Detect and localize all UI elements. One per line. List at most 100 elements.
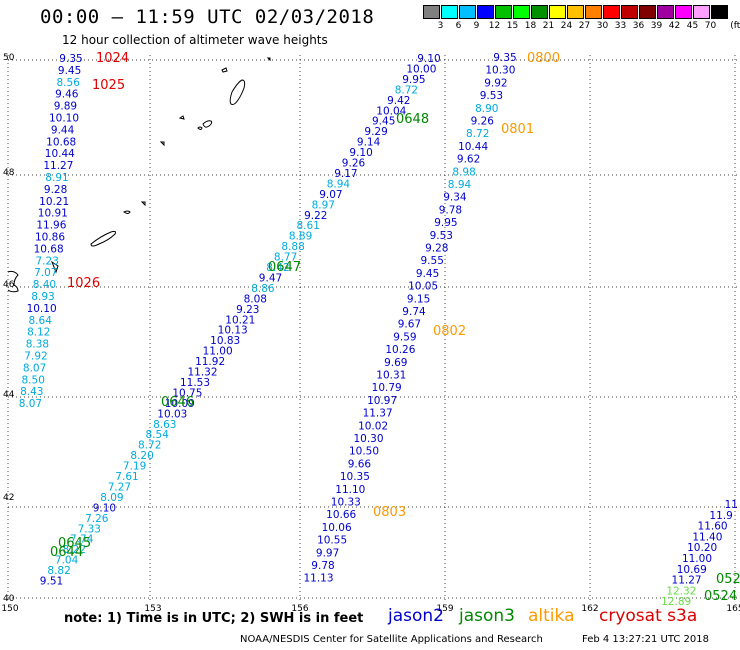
swh-value-label: 10.75	[172, 387, 202, 399]
swh-value-label: 10.03	[157, 408, 187, 420]
swh-value-label: 9.45	[416, 268, 439, 280]
swh-value-label: 9.44	[51, 124, 75, 136]
coastline	[50, 260, 59, 274]
swh-value-label: 10.97	[367, 395, 397, 407]
swh-value-label: 8.89	[289, 231, 312, 243]
swh-value-label: 9.10	[93, 502, 116, 514]
swh-value-label: 9.35	[493, 52, 516, 64]
color-scale-tick: 27	[578, 21, 591, 31]
swh-value-label: 11.37	[363, 408, 393, 420]
island-outline	[229, 79, 246, 105]
page-title: 00:00 – 11:59 UTC 02/03/2018	[40, 6, 375, 28]
color-scale-tick: 3	[437, 21, 444, 31]
longitude-tick-label: 162	[581, 604, 598, 614]
color-scale-tick: 9	[473, 21, 480, 31]
swh-value-label: 9.51	[40, 576, 63, 588]
swh-value-label: 11.53	[180, 377, 210, 389]
swh-value-label: 10.30	[485, 65, 515, 77]
swh-value-label: 7.19	[123, 461, 146, 473]
swh-value-label: 9.28	[425, 243, 448, 255]
color-scale-tick: 42	[668, 21, 681, 31]
color-scale-unit: (ft)	[730, 21, 740, 31]
color-scale-swatch	[549, 5, 566, 19]
swh-value-label: 8.12	[27, 327, 50, 339]
swh-value-label: 10.05	[408, 281, 438, 293]
color-scale-swatch	[657, 5, 674, 19]
swh-value-label: 8.22	[63, 544, 86, 556]
color-scale-tick: 18	[524, 21, 537, 31]
swh-value-label: 10.31	[376, 370, 406, 382]
color-scale-swatch	[513, 5, 530, 19]
swh-value-label: 10.68	[46, 136, 76, 148]
swh-value-label: 10.30	[353, 433, 383, 445]
island-outline	[178, 115, 185, 120]
swh-value-label: 8.07	[23, 362, 46, 374]
swh-value-label: 9.78	[439, 204, 462, 216]
pass-time-label: 1026	[67, 276, 100, 291]
longitude-tick-label: 156	[291, 604, 308, 614]
swh-value-label: 11.00	[203, 346, 233, 358]
swh-value-label: 9.92	[484, 77, 507, 89]
satellite-legend-entry: cryosat s3a	[599, 606, 698, 626]
swh-value-label: 9.26	[471, 116, 495, 128]
swh-value-label: 8.72	[138, 440, 161, 452]
lat-lon-grid	[7, 55, 738, 600]
swh-value-label: 9.62	[457, 154, 480, 166]
island-outline	[266, 57, 271, 62]
island-outline	[202, 120, 213, 128]
swh-value-label: 10.10	[27, 303, 57, 315]
swh-value-label: 9.15	[407, 293, 430, 305]
color-scale-swatch	[531, 5, 548, 19]
swh-value-label: 9.69	[384, 357, 407, 369]
island-outline	[140, 201, 146, 207]
color-scale-swatch	[459, 5, 476, 19]
swh-value-label: 8.64	[29, 315, 53, 327]
swh-value-label: 10.44	[458, 141, 488, 153]
swh-value-label: 9.47	[259, 272, 282, 284]
altimeter-tracks: 9.359.458.569.469.8910.109.4410.6810.441…	[19, 52, 738, 608]
color-scale-tick: 39	[650, 21, 663, 31]
swh-value-label: 10.68	[34, 243, 64, 255]
swh-value-label: 9.10	[349, 147, 372, 159]
swh-value-label: 8.42	[266, 262, 289, 274]
swh-value-label: 9.10	[417, 53, 440, 65]
axis-labels: 150 153 156 159 162 165 50 48 46 44 42 40	[1, 53, 740, 614]
swh-value-label: 10.69	[677, 564, 707, 576]
pass-time-label: 0800	[527, 51, 560, 66]
land-outlines	[7, 57, 271, 293]
swh-value-label: 8.94	[327, 178, 351, 190]
swh-value-label: 8.38	[26, 339, 49, 351]
color-scale-tick: 45	[686, 21, 699, 31]
color-scale-tick: 30	[596, 21, 609, 31]
swh-value-label: 9.66	[348, 458, 372, 470]
color-scale-swatch	[495, 5, 512, 19]
swh-value-label: 9.55	[421, 255, 444, 267]
pass-time-label: 1024	[96, 51, 129, 66]
color-scale-tick: 33	[614, 21, 627, 31]
swh-value-label: 8.08	[244, 293, 267, 305]
swh-value-label: 11.27	[43, 160, 73, 172]
swh-value-label: 9.34	[443, 192, 467, 204]
swh-value-label: 9.29	[364, 126, 387, 138]
swh-value-label: 10.06	[322, 522, 352, 534]
swh-value-label: 10.91	[38, 208, 68, 220]
swh-value-label: 9.97	[316, 547, 339, 559]
swh-value-label: 8.20	[130, 450, 153, 462]
pass-time-label: 0803	[373, 505, 406, 520]
swh-value-label: 7.33	[78, 523, 101, 535]
swh-value-label: 10.20	[687, 542, 717, 554]
swh-value-label: 10.21	[39, 196, 69, 208]
swh-value-label: 7.74	[70, 534, 94, 546]
swh-value-label: 8.88	[281, 241, 304, 253]
swh-value-label: 11.40	[692, 531, 722, 543]
swh-value-label: 10.26	[385, 344, 415, 356]
swh-value-label: 7.92	[24, 351, 47, 363]
swh-value-label: 8.82	[47, 565, 70, 577]
swh-value-label: 9.42	[387, 95, 410, 107]
swh-value-label: 7.61	[115, 471, 138, 483]
color-scale-swatch	[567, 5, 584, 19]
swh-value-label: 9.26	[342, 158, 366, 170]
swh-value-label: 11.9	[709, 510, 732, 522]
swh-value-label: 10.50	[349, 446, 379, 458]
island-outline	[197, 126, 203, 130]
